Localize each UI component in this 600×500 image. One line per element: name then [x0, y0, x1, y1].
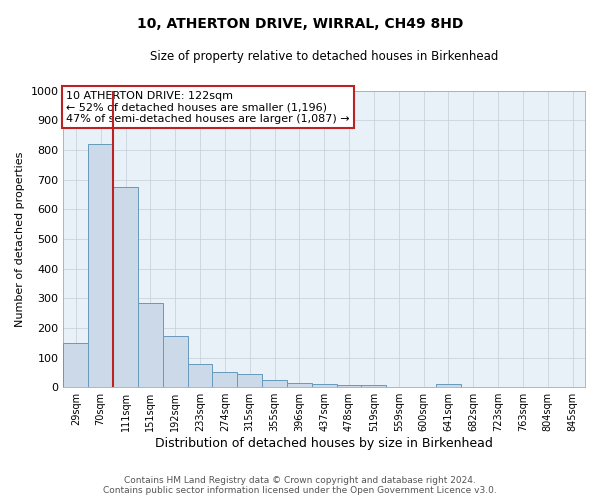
Text: Contains HM Land Registry data © Crown copyright and database right 2024.
Contai: Contains HM Land Registry data © Crown c… [103, 476, 497, 495]
Bar [361, 385, 386, 387]
Bar [287, 383, 312, 387]
Bar [436, 384, 461, 387]
X-axis label: Distribution of detached houses by size in Birkenhead: Distribution of detached houses by size … [155, 437, 493, 450]
Bar [262, 380, 287, 387]
Bar [237, 374, 262, 387]
Text: 10, ATHERTON DRIVE, WIRRAL, CH49 8HD: 10, ATHERTON DRIVE, WIRRAL, CH49 8HD [137, 18, 463, 32]
Bar [64, 344, 88, 387]
Text: 10 ATHERTON DRIVE: 122sqm
← 52% of detached houses are smaller (1,196)
47% of se: 10 ATHERTON DRIVE: 122sqm ← 52% of detac… [66, 90, 350, 124]
Bar [163, 336, 188, 387]
Bar [113, 187, 138, 387]
Bar [212, 372, 237, 387]
Bar [88, 144, 113, 387]
Bar [337, 384, 361, 387]
Bar [138, 304, 163, 387]
Bar [312, 384, 337, 387]
Title: Size of property relative to detached houses in Birkenhead: Size of property relative to detached ho… [150, 50, 499, 63]
Y-axis label: Number of detached properties: Number of detached properties [15, 151, 25, 326]
Bar [188, 364, 212, 387]
